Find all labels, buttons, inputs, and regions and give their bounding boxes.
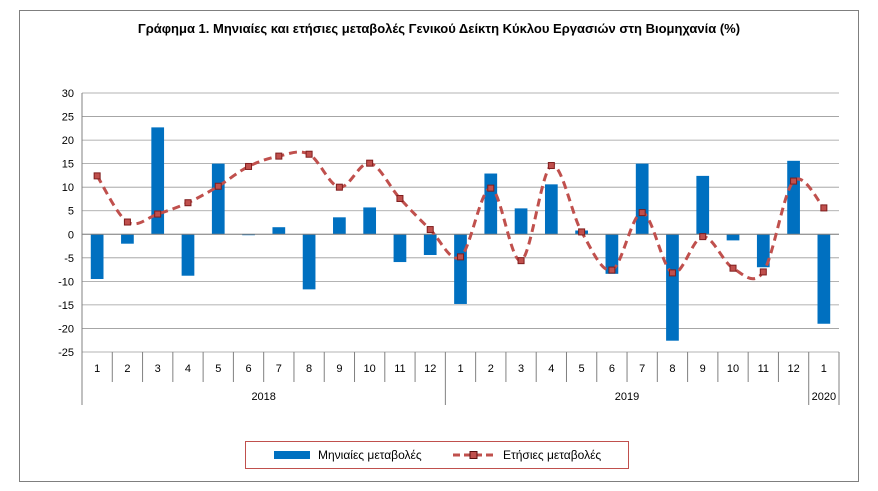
- marker-annual: [729, 264, 737, 272]
- year-label: 2019: [615, 391, 639, 403]
- legend-label-annual: Ετήσιες μεταβολές: [503, 448, 602, 462]
- legend-swatch-annual: [453, 451, 495, 459]
- marker-annual: [578, 228, 586, 236]
- marker-annual: [608, 266, 616, 274]
- marker-annual: [214, 182, 222, 190]
- y-tick-label: -15: [58, 300, 74, 312]
- legend-swatch-monthly: [274, 451, 310, 459]
- bar-monthly: [211, 163, 225, 235]
- marker-annual: [93, 172, 101, 180]
- marker-annual: [487, 184, 495, 192]
- y-tick-label: 20: [62, 135, 74, 147]
- marker-annual: [245, 162, 253, 170]
- year-label: 2020: [812, 391, 836, 403]
- chart-legend: Μηνιαίες μεταβολές Ετήσιες μεταβολές: [245, 441, 629, 469]
- x-tick-label: 3: [518, 363, 524, 375]
- x-tick-label: 8: [306, 363, 312, 375]
- bar-monthly: [90, 234, 104, 280]
- bar-monthly: [817, 234, 831, 324]
- marker-annual: [517, 257, 525, 265]
- chart-title: Γράφημα 1. Μηνιαίες και ετήσιες μεταβολέ…: [137, 21, 741, 36]
- marker-annual: [396, 194, 404, 202]
- bar-monthly: [181, 234, 195, 276]
- marker-annual: [426, 226, 434, 234]
- y-tick-label: -5: [64, 253, 74, 265]
- marker-annual: [668, 269, 676, 277]
- bar-monthly: [363, 207, 377, 235]
- marker-annual: [184, 199, 192, 207]
- x-tick-label: 4: [548, 363, 554, 375]
- x-tick-label: 9: [336, 363, 342, 375]
- bar-monthly: [454, 234, 467, 304]
- year-label: 2018: [251, 391, 275, 403]
- bar-monthly: [302, 234, 316, 290]
- x-tick-label: 6: [245, 363, 251, 375]
- x-tick-label: 12: [424, 363, 436, 375]
- x-tick-label: 5: [579, 363, 585, 375]
- x-tick-label: 2: [124, 363, 130, 375]
- bar-monthly: [393, 234, 407, 263]
- bar-monthly: [423, 234, 437, 255]
- x-tick-label: 7: [276, 363, 282, 375]
- x-tick-label: 2: [488, 363, 494, 375]
- y-tick-label: -25: [58, 347, 74, 359]
- legend-label-monthly: Μηνιαίες μεταβολές: [318, 448, 422, 462]
- bar-monthly: [333, 217, 346, 235]
- y-tick-label: -10: [58, 276, 74, 288]
- y-tick-label: 0: [68, 229, 74, 241]
- chart-frame: [19, 10, 859, 482]
- x-tick-label: 4: [185, 363, 191, 375]
- marker-annual: [275, 152, 283, 160]
- marker-annual: [154, 210, 162, 218]
- y-tick-label: -20: [58, 323, 74, 335]
- bar-monthly: [635, 163, 649, 235]
- x-tick-label: 1: [821, 363, 827, 375]
- bar-monthly: [726, 234, 740, 241]
- marker-annual: [638, 209, 646, 217]
- x-tick-label: 3: [155, 363, 161, 375]
- bar-monthly: [666, 234, 679, 341]
- legend-item-annual: Ετήσιες μεταβολές: [451, 448, 601, 462]
- marker-annual: [759, 268, 767, 276]
- bar-monthly: [121, 234, 134, 244]
- y-tick-label: 10: [62, 182, 74, 194]
- bar-monthly: [272, 227, 286, 235]
- marker-annual: [305, 150, 313, 158]
- x-tick-label: 1: [457, 363, 463, 375]
- marker-annual: [699, 233, 707, 241]
- bar-monthly: [756, 234, 770, 268]
- y-tick-label: 30: [62, 88, 74, 100]
- y-tick-label: 25: [62, 112, 74, 124]
- x-tick-label: 8: [669, 363, 675, 375]
- y-tick-label: 15: [62, 159, 74, 171]
- x-tick-label: 9: [700, 363, 706, 375]
- marker-annual: [457, 253, 464, 261]
- bar-monthly: [787, 160, 800, 235]
- x-tick-label: 11: [758, 363, 769, 375]
- marker-annual: [335, 183, 343, 191]
- x-tick-label: 6: [609, 363, 615, 375]
- x-tick-label: 12: [787, 363, 799, 375]
- marker-annual: [820, 204, 828, 212]
- x-tick-label: 1: [94, 363, 100, 375]
- bar-monthly: [696, 175, 710, 235]
- marker-annual: [366, 159, 374, 167]
- legend-item-monthly: Μηνιαίες μεταβολές: [274, 448, 422, 462]
- x-tick-label: 11: [394, 363, 405, 375]
- bar-monthly: [484, 173, 498, 235]
- bar-monthly: [605, 234, 619, 274]
- x-tick-label: 5: [215, 363, 221, 375]
- bar-monthly: [514, 208, 528, 235]
- x-tick-label: 10: [727, 363, 739, 375]
- marker-annual: [547, 162, 555, 170]
- marker-annual: [790, 177, 798, 185]
- y-tick-label: 5: [68, 206, 74, 218]
- bar-monthly: [151, 127, 165, 235]
- x-tick-label: 7: [639, 363, 645, 375]
- x-tick-label: 10: [364, 363, 376, 375]
- bar-monthly: [544, 184, 558, 235]
- marker-annual: [123, 218, 131, 226]
